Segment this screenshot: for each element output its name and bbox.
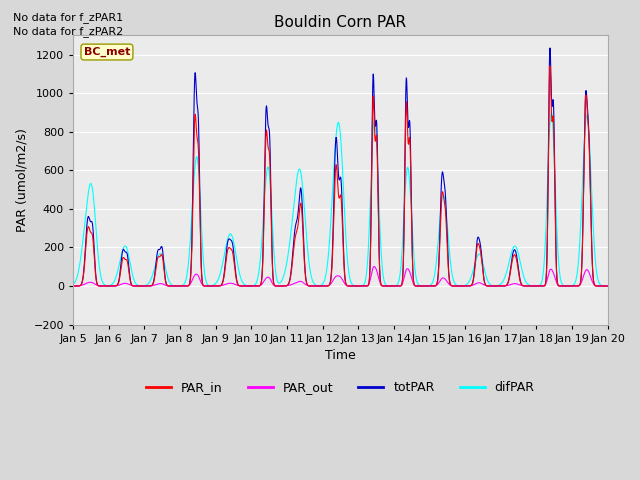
Text: No data for f_zPAR2: No data for f_zPAR2 xyxy=(13,26,123,37)
PAR_out xyxy=(431,283,438,289)
Legend: PAR_in, PAR_out, totPAR, difPAR: PAR_in, PAR_out, totPAR, difPAR xyxy=(141,376,540,399)
PAR_out xyxy=(460,283,468,289)
Line: totPAR: totPAR xyxy=(73,48,607,286)
PAR_in xyxy=(321,283,328,289)
Title: Bouldin Corn PAR: Bouldin Corn PAR xyxy=(275,15,406,30)
PAR_in xyxy=(490,283,498,289)
totPAR xyxy=(431,283,438,289)
PAR_out xyxy=(69,283,77,289)
totPAR xyxy=(603,283,611,289)
Line: PAR_out: PAR_out xyxy=(73,266,607,286)
difPAR xyxy=(460,283,468,288)
PAR_out xyxy=(321,283,328,289)
difPAR xyxy=(490,283,498,289)
PAR_out xyxy=(490,283,498,289)
PAR_out xyxy=(604,283,611,289)
PAR_in xyxy=(546,63,554,69)
PAR_in xyxy=(431,283,438,289)
Text: BC_met: BC_met xyxy=(84,47,130,57)
difPAR xyxy=(165,278,173,284)
PAR_in xyxy=(165,283,173,289)
difPAR xyxy=(431,274,438,279)
PAR_in xyxy=(603,283,611,289)
totPAR xyxy=(321,283,328,289)
PAR_out xyxy=(371,264,378,269)
totPAR xyxy=(546,45,554,51)
PAR_in xyxy=(69,283,77,289)
difPAR xyxy=(547,110,555,116)
PAR_in xyxy=(460,283,468,289)
totPAR xyxy=(165,283,173,289)
Line: PAR_in: PAR_in xyxy=(73,66,607,286)
X-axis label: Time: Time xyxy=(325,349,356,362)
PAR_out xyxy=(603,283,611,289)
totPAR xyxy=(604,283,611,289)
totPAR xyxy=(490,283,498,289)
difPAR xyxy=(603,283,611,289)
totPAR xyxy=(69,283,77,289)
difPAR xyxy=(321,278,328,284)
totPAR xyxy=(460,283,468,289)
difPAR xyxy=(604,283,611,289)
PAR_out xyxy=(165,283,173,289)
difPAR xyxy=(69,281,77,287)
Text: No data for f_zPAR1: No data for f_zPAR1 xyxy=(13,12,123,23)
Line: difPAR: difPAR xyxy=(73,113,607,286)
Y-axis label: PAR (umol/m2/s): PAR (umol/m2/s) xyxy=(15,128,28,232)
PAR_in xyxy=(604,283,611,289)
